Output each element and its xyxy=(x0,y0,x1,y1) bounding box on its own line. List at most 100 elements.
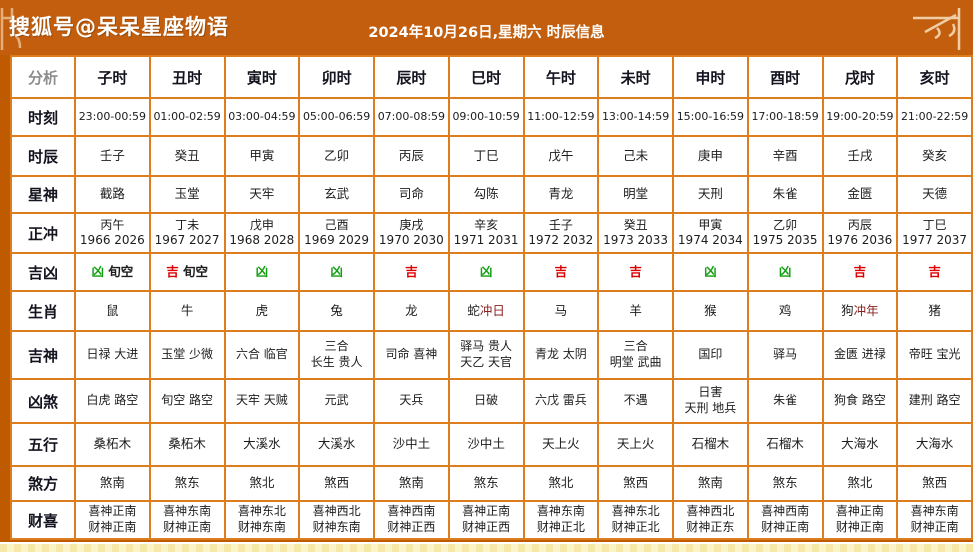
corner-ornament-right-icon xyxy=(913,8,961,50)
table-cell: 甲寅 xyxy=(223,135,301,177)
table-cell: 六戊 雷兵 xyxy=(522,378,600,424)
table-cell: 大溪水 xyxy=(298,422,375,467)
corner-ornament-left-icon xyxy=(0,8,22,50)
table-cell: 凶 xyxy=(298,252,375,292)
almanac-table: 分析 子时 丑时 寅时 卯时 辰时 巳时 午时 未时 申时 酉时 戌时 亥时 时刻 23:00-00:59… xyxy=(10,55,973,540)
table-cell: 三合 明堂 武曲 xyxy=(597,330,674,380)
table-cell: 乙卯 xyxy=(298,135,375,177)
table-cell: 建刑 路空 xyxy=(896,378,973,424)
table-cell: 喜神东南 财神正北 xyxy=(522,500,600,540)
row-label: 吉凶 xyxy=(10,252,76,292)
table-cell: 煞南 xyxy=(672,465,749,502)
column-header: 巳时 xyxy=(447,55,525,99)
table-cell: 辛酉 xyxy=(746,135,824,177)
table-cell: 天刑 xyxy=(672,175,749,214)
table-cell: 凶 xyxy=(223,252,301,292)
table-cell: 煞北 xyxy=(522,465,600,502)
table-cell: 丁巳 1977 2037 xyxy=(896,212,973,254)
table-row: 财喜 喜神正南 财神正南 喜神东南 财神正南 喜神东北 财神东南 喜神西北 财神东南 喜神西南 财神… xyxy=(10,500,973,540)
table-cell: 吉 xyxy=(522,252,600,292)
table-cell: 截路 xyxy=(74,175,151,214)
brand-label: 搜狐号@呆呆星座物语 xyxy=(9,15,229,39)
table-cell: 桑柘木 xyxy=(74,422,151,467)
table-row: 凶煞 白虎 路空 旬空 路空 天牢 天贼 元武 天兵 日破 六戊 雷兵 不遇 日害 天刑 地兵 朱雀狗… xyxy=(10,378,973,424)
table-cell: 壬子 1972 2032 xyxy=(522,212,600,254)
table-cell: 日禄 大进 xyxy=(74,330,151,380)
column-header: 亥时 xyxy=(896,55,973,99)
table-cell: 羊 xyxy=(597,290,674,332)
table-cell: 戊申 1968 2028 xyxy=(223,212,301,254)
table-cell: 金匮 进禄 xyxy=(821,330,899,380)
table-cell: 不遇 xyxy=(597,378,674,424)
table-cell: 凶 xyxy=(672,252,749,292)
table-cell: 丙午 1966 2026 xyxy=(74,212,151,254)
table-row: 五行 桑柘木 桑柘木 大溪水 大溪水 沙中土 沙中土 天上火 天上火 石榴木 石榴木 大海水 大海水 xyxy=(10,422,973,467)
table-cell: 虎 xyxy=(223,290,301,332)
table-row: 煞方 煞南 煞东 煞北 煞西 煞南 煞东 煞北 煞西 煞南 煞东 煞北 煞西 xyxy=(10,465,973,502)
table-row: 正冲 丙午 1966 2026 丁未 1967 2027 戊申 1968 2028 己酉 196… xyxy=(10,212,973,254)
table-cell: 吉 旬空 xyxy=(148,252,226,292)
row-label: 时辰 xyxy=(10,135,76,177)
table-cell: 癸亥 xyxy=(896,135,973,177)
table-cell: 桑柘木 xyxy=(148,422,226,467)
table-cell: 煞东 xyxy=(447,465,525,502)
table-cell: 兔 xyxy=(298,290,375,332)
row-label: 正冲 xyxy=(10,212,76,254)
table-cell: 喜神西南 财神正南 xyxy=(746,500,824,540)
table-cell: 煞北 xyxy=(821,465,899,502)
table-cell: 11:00-12:59 xyxy=(522,97,600,137)
table-cell: 大海水 xyxy=(896,422,973,467)
column-header: 卯时 xyxy=(298,55,375,99)
table-cell: 元武 xyxy=(298,378,375,424)
table-cell: 凶 xyxy=(447,252,525,292)
table-cell: 玉堂 少微 xyxy=(148,330,226,380)
table-cell: 庚戌 1970 2030 xyxy=(373,212,450,254)
table-cell: 喜神东南 财神正南 xyxy=(896,500,973,540)
table-cell: 天兵 xyxy=(373,378,450,424)
table-cell: 喜神东南 财神正南 xyxy=(148,500,226,540)
column-header: 寅时 xyxy=(223,55,301,99)
table-cell: 壬戌 xyxy=(821,135,899,177)
column-header: 酉时 xyxy=(746,55,824,99)
table-cell: 司命 xyxy=(373,175,450,214)
table-cell: 帝旺 宝光 xyxy=(896,330,973,380)
row-label: 吉神 xyxy=(10,330,76,380)
table-cell: 丁巳 xyxy=(447,135,525,177)
table-cell: 喜神正南 财神正南 xyxy=(821,500,899,540)
table-cell: 狗食 路空 xyxy=(821,378,899,424)
table-cell: 03:00-04:59 xyxy=(223,97,301,137)
table-cell: 牛 xyxy=(148,290,226,332)
column-header: 子时 xyxy=(74,55,151,99)
table-cell: 白虎 路空 xyxy=(74,378,151,424)
header-row: 分析 子时 丑时 寅时 卯时 辰时 巳时 午时 未时 申时 酉时 戌时 亥时 xyxy=(10,55,973,99)
table-cell: 司命 喜神 xyxy=(373,330,450,380)
table-cell: 沙中土 xyxy=(373,422,450,467)
table-cell: 天牢 xyxy=(223,175,301,214)
table-cell: 狗冲年 xyxy=(821,290,899,332)
table-cell: 明堂 xyxy=(597,175,674,214)
table-cell: 猪 xyxy=(896,290,973,332)
table-cell: 丙辰 1976 2036 xyxy=(821,212,899,254)
table-cell: 蛇冲日 xyxy=(447,290,525,332)
table-row: 星神 截路 玉堂 天牢 玄武 司命 勾陈 青龙 明堂 天刑 朱雀 金匮 天德 xyxy=(10,175,973,214)
table-cell: 煞北 xyxy=(223,465,301,502)
table-cell: 凶 旬空 xyxy=(74,252,151,292)
row-label: 煞方 xyxy=(10,465,76,502)
table-cell: 吉 xyxy=(896,252,973,292)
table-cell: 喜神东北 财神正北 xyxy=(597,500,674,540)
table-cell: 喜神西北 财神正东 xyxy=(672,500,749,540)
table-row: 生肖鼠牛虎兔龙蛇冲日马羊猴鸡狗冲年猪 xyxy=(10,290,973,332)
table-cell: 大溪水 xyxy=(223,422,301,467)
table-cell: 玄武 xyxy=(298,175,375,214)
row-label: 凶煞 xyxy=(10,378,76,424)
table-cell: 喜神东北 财神东南 xyxy=(223,500,301,540)
table-cell: 15:00-16:59 xyxy=(672,97,749,137)
table-cell: 朱雀 xyxy=(746,175,824,214)
table-cell: 01:00-02:59 xyxy=(148,97,226,137)
table-cell: 勾陈 xyxy=(447,175,525,214)
table-cell: 13:00-14:59 xyxy=(597,97,674,137)
row-label: 星神 xyxy=(10,175,76,214)
table-cell: 05:00-06:59 xyxy=(298,97,375,137)
table-cell: 07:00-08:59 xyxy=(373,97,450,137)
